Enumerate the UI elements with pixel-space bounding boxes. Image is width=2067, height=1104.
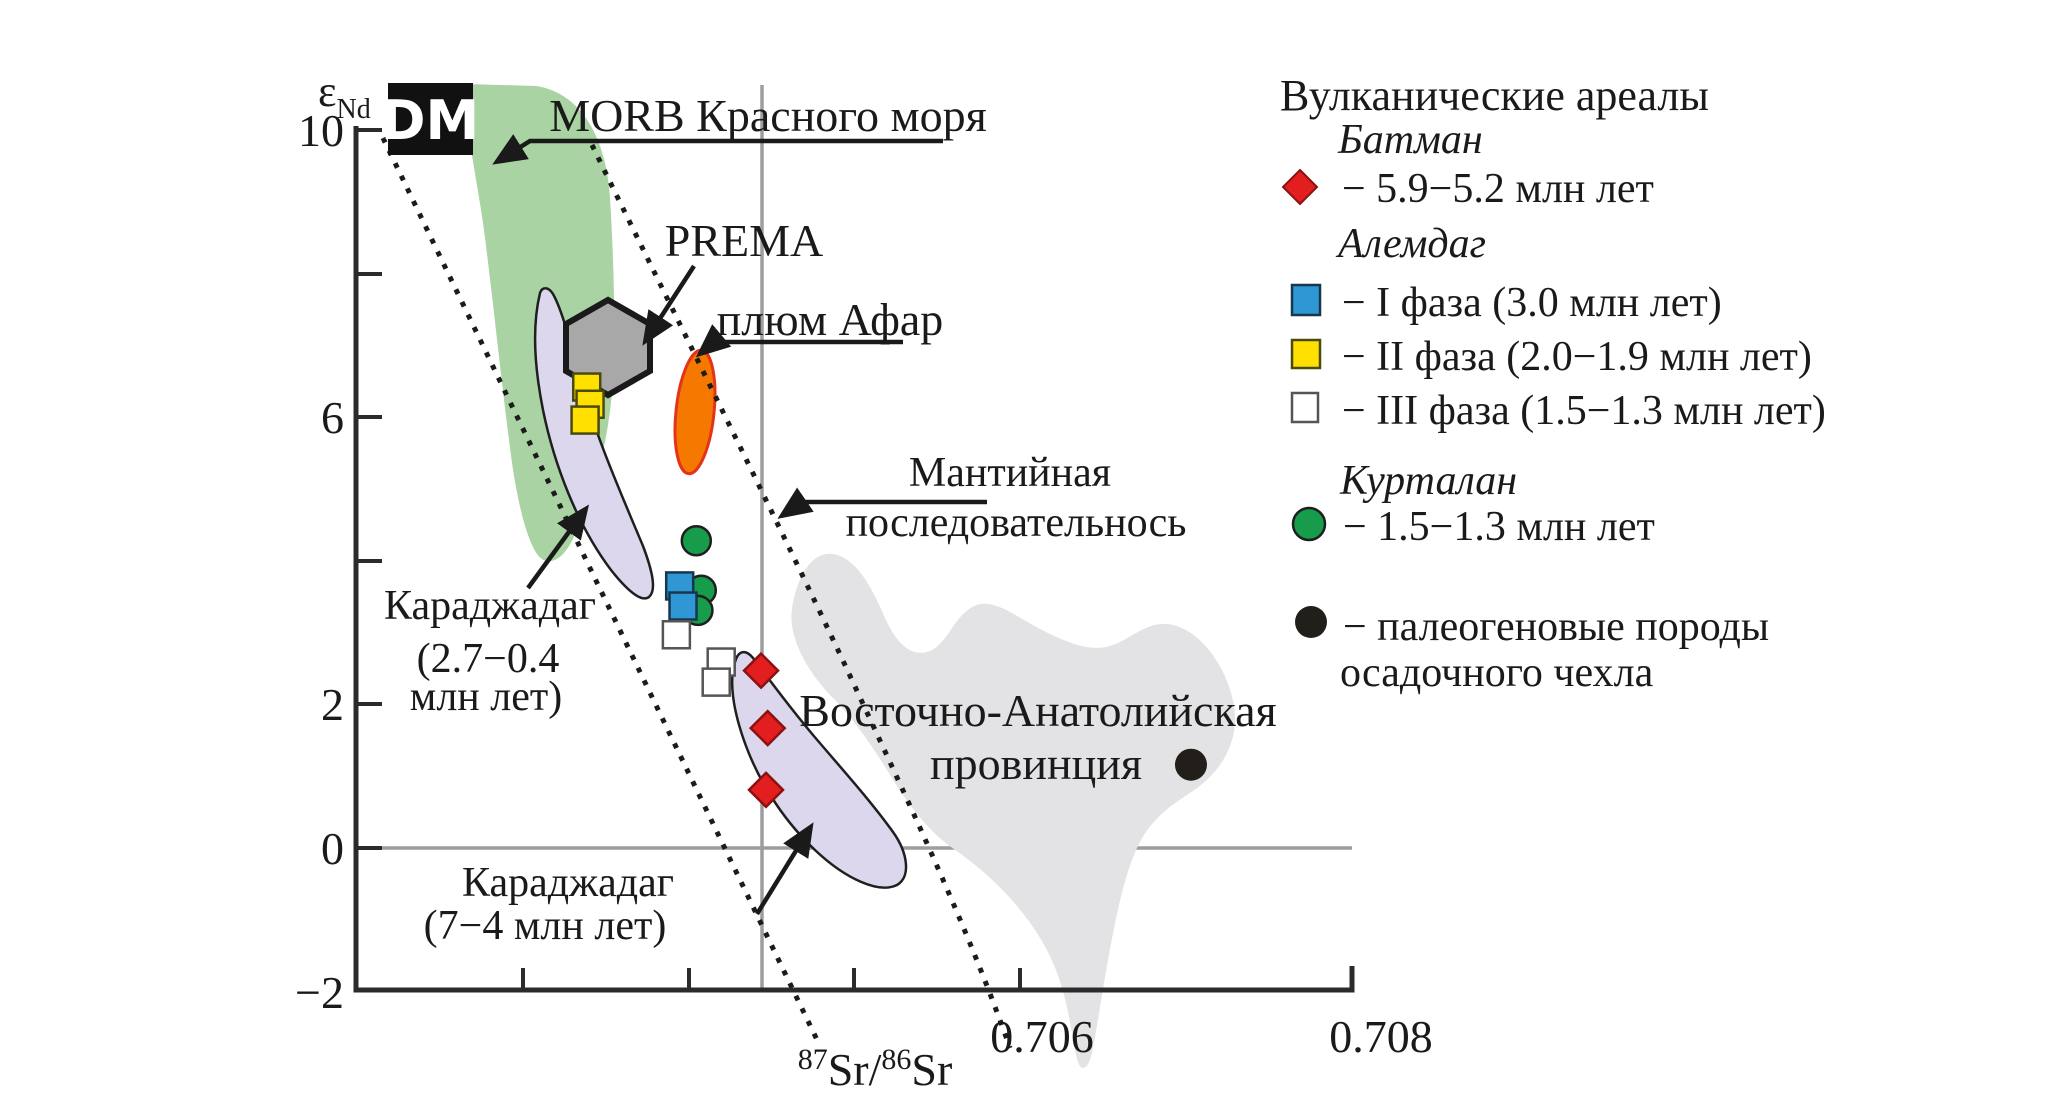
- legend-swatch-batman-diamond: [1281, 168, 1319, 206]
- marker-alemdag-3: [661, 620, 692, 650]
- prema-callout-arrow: [642, 264, 696, 346]
- marker-kurtalan: [680, 524, 713, 557]
- karajadag-young-callout-arrow: [526, 504, 590, 590]
- morb-label: MORB Красного моря: [549, 90, 987, 141]
- east-anatolian-label-line1: Восточно-Анатолийская: [799, 685, 1276, 736]
- marker-alemdag-2: [570, 405, 600, 435]
- x-axis-title: 87Sr/86Sr: [798, 1043, 953, 1095]
- east-anatolian-label-line2: провинция: [930, 738, 1142, 789]
- mantle-callout-arrow: [777, 487, 987, 519]
- legend-group-alemdag: Алемдаг: [1335, 221, 1486, 267]
- karajadag-old-callout-arrow: [755, 822, 814, 916]
- marker-batman: [748, 709, 787, 747]
- karajadag-old-label-line2: (7−4 млн лет): [424, 903, 667, 949]
- legend: Вулканические ареалы Батман − 5.9−5.2 мл…: [1280, 71, 1826, 696]
- legend-item-alemdag-2: − II фаза (2.0−1.9 млн лет): [1342, 334, 1812, 380]
- morb-callout-arrow: [492, 134, 943, 165]
- marker-batman: [747, 771, 785, 809]
- legend-group-batman: Батман: [1337, 117, 1483, 163]
- dm-label: DM: [381, 89, 480, 152]
- legend-swatch-alemdag-3-square: [1290, 391, 1320, 424]
- data-markers-layer: [570, 372, 1207, 809]
- callout-lines: [492, 134, 987, 916]
- y-tick-label-10: 10: [298, 105, 344, 156]
- marker-alemdag-3: [701, 667, 731, 697]
- legend-item-alemdag-1: − I фаза (3.0 млн лет): [1342, 280, 1722, 326]
- mantle-sequence-label-line1: Мантийная: [909, 450, 1111, 496]
- x-tick-label-706: 0.706: [990, 1011, 1094, 1062]
- karajadag-old-label-line1: Караджадаг: [462, 860, 674, 906]
- x-axis-ticks: [521, 968, 1022, 990]
- legend-title: Вулканические ареалы: [1280, 71, 1709, 120]
- mantle-sequence-label-line2: последовательнось: [846, 500, 1187, 546]
- legend-item-paleogene-line2: осадочного чехла: [1340, 650, 1654, 696]
- legend-group-kurtalan: Курталан: [1339, 458, 1517, 504]
- legend-item-kurtalan: − 1.5−1.3 млн лет: [1343, 504, 1655, 550]
- marker-paleogene: [1174, 748, 1207, 781]
- afar-plume-label: плюм Афар: [717, 294, 944, 345]
- prema-label: PREMA: [665, 215, 823, 266]
- legend-item-batman: − 5.9−5.2 млн лет: [1342, 166, 1654, 212]
- legend-swatch-alemdag-1-square: [1290, 283, 1322, 317]
- dm-box: [388, 83, 473, 155]
- karajadag-young-label-line3: млн лет): [410, 674, 562, 720]
- legend-swatch-paleogene-circle: [1295, 606, 1327, 638]
- marker-batman: [742, 651, 780, 690]
- legend-swatch-kurtalan-circle: [1291, 506, 1327, 542]
- afar-callout-arrow: [695, 324, 903, 358]
- y-tick-label-6: 6: [321, 392, 344, 443]
- y-tick-label-m2: −2: [295, 967, 344, 1018]
- y-axis-title: εNd: [318, 67, 371, 125]
- legend-item-alemdag-3: − III фаза (1.5−1.3 млн лет): [1342, 388, 1826, 434]
- y-tick-label-2: 2: [321, 679, 344, 730]
- y-axis-ticks: [356, 128, 382, 850]
- east-anatolian-field: [791, 553, 1235, 1068]
- legend-item-paleogene-line1: − палеогеновые породы: [1343, 604, 1769, 650]
- karajadag-young-label-line2: (2.7−0.4: [417, 636, 560, 682]
- x-tick-label-708: 0.708: [1329, 1011, 1433, 1062]
- marker-alemdag-1: [668, 591, 698, 621]
- karajadag-young-label-line1: Караджадаг: [384, 583, 596, 629]
- legend-swatch-alemdag-2-square: [1290, 338, 1322, 370]
- y-tick-label-0: 0: [321, 823, 344, 874]
- afar-plume-field: [673, 348, 717, 476]
